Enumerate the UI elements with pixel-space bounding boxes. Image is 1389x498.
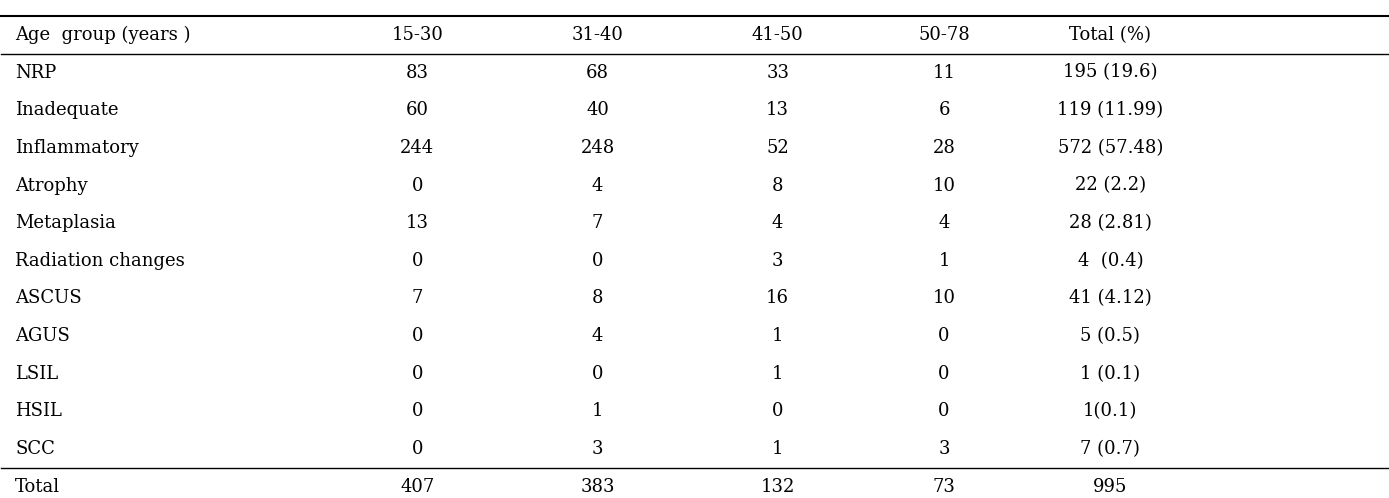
Text: 3: 3 bbox=[592, 440, 603, 458]
Text: 33: 33 bbox=[767, 64, 789, 82]
Text: Atrophy: Atrophy bbox=[15, 176, 88, 195]
Text: 0: 0 bbox=[411, 402, 424, 420]
Text: 132: 132 bbox=[761, 478, 795, 496]
Text: Radiation changes: Radiation changes bbox=[15, 252, 185, 270]
Text: 4: 4 bbox=[592, 327, 603, 345]
Text: 3: 3 bbox=[939, 440, 950, 458]
Text: 7: 7 bbox=[592, 214, 603, 232]
Text: 195 (19.6): 195 (19.6) bbox=[1063, 64, 1157, 82]
Text: 7 (0.7): 7 (0.7) bbox=[1081, 440, 1140, 458]
Text: 10: 10 bbox=[932, 176, 956, 195]
Text: 0: 0 bbox=[592, 252, 603, 270]
Text: 0: 0 bbox=[592, 365, 603, 383]
Text: Age  group (years ): Age group (years ) bbox=[15, 26, 190, 44]
Text: 41-50: 41-50 bbox=[751, 26, 804, 44]
Text: 73: 73 bbox=[932, 478, 956, 496]
Text: 0: 0 bbox=[939, 402, 950, 420]
Text: 1 (0.1): 1 (0.1) bbox=[1081, 365, 1140, 383]
Text: 5 (0.5): 5 (0.5) bbox=[1081, 327, 1140, 345]
Text: 4  (0.4): 4 (0.4) bbox=[1078, 252, 1143, 270]
Text: 15-30: 15-30 bbox=[392, 26, 443, 44]
Text: 572 (57.48): 572 (57.48) bbox=[1057, 139, 1163, 157]
Text: 31-40: 31-40 bbox=[571, 26, 624, 44]
Text: SCC: SCC bbox=[15, 440, 56, 458]
Text: 4: 4 bbox=[772, 214, 783, 232]
Text: 0: 0 bbox=[939, 327, 950, 345]
Text: 52: 52 bbox=[767, 139, 789, 157]
Text: 10: 10 bbox=[932, 289, 956, 307]
Text: 41 (4.12): 41 (4.12) bbox=[1070, 289, 1151, 307]
Text: Total: Total bbox=[15, 478, 60, 496]
Text: 28: 28 bbox=[932, 139, 956, 157]
Text: 68: 68 bbox=[586, 64, 608, 82]
Text: 383: 383 bbox=[581, 478, 615, 496]
Text: 407: 407 bbox=[400, 478, 435, 496]
Text: 22 (2.2): 22 (2.2) bbox=[1075, 176, 1146, 195]
Text: 248: 248 bbox=[581, 139, 614, 157]
Text: 0: 0 bbox=[939, 365, 950, 383]
Text: 0: 0 bbox=[772, 402, 783, 420]
Text: 244: 244 bbox=[400, 139, 435, 157]
Text: 13: 13 bbox=[767, 101, 789, 119]
Text: 0: 0 bbox=[411, 365, 424, 383]
Text: 4: 4 bbox=[939, 214, 950, 232]
Text: 1: 1 bbox=[772, 327, 783, 345]
Text: 40: 40 bbox=[586, 101, 608, 119]
Text: 4: 4 bbox=[592, 176, 603, 195]
Text: 1(0.1): 1(0.1) bbox=[1083, 402, 1138, 420]
Text: 60: 60 bbox=[406, 101, 429, 119]
Text: 3: 3 bbox=[772, 252, 783, 270]
Text: 1: 1 bbox=[772, 440, 783, 458]
Text: 0: 0 bbox=[411, 440, 424, 458]
Text: AGUS: AGUS bbox=[15, 327, 69, 345]
Text: 6: 6 bbox=[939, 101, 950, 119]
Text: LSIL: LSIL bbox=[15, 365, 58, 383]
Text: 995: 995 bbox=[1093, 478, 1128, 496]
Text: 8: 8 bbox=[592, 289, 603, 307]
Text: 1: 1 bbox=[939, 252, 950, 270]
Text: 0: 0 bbox=[411, 252, 424, 270]
Text: 28 (2.81): 28 (2.81) bbox=[1070, 214, 1151, 232]
Text: ASCUS: ASCUS bbox=[15, 289, 82, 307]
Text: 50-78: 50-78 bbox=[918, 26, 970, 44]
Text: 11: 11 bbox=[932, 64, 956, 82]
Text: 83: 83 bbox=[406, 64, 429, 82]
Text: 0: 0 bbox=[411, 327, 424, 345]
Text: HSIL: HSIL bbox=[15, 402, 63, 420]
Text: 8: 8 bbox=[772, 176, 783, 195]
Text: 1: 1 bbox=[592, 402, 603, 420]
Text: 0: 0 bbox=[411, 176, 424, 195]
Text: 16: 16 bbox=[767, 289, 789, 307]
Text: 1: 1 bbox=[772, 365, 783, 383]
Text: 7: 7 bbox=[411, 289, 422, 307]
Text: Total (%): Total (%) bbox=[1070, 26, 1151, 44]
Text: 13: 13 bbox=[406, 214, 429, 232]
Text: 119 (11.99): 119 (11.99) bbox=[1057, 101, 1164, 119]
Text: Metaplasia: Metaplasia bbox=[15, 214, 117, 232]
Text: Inflammatory: Inflammatory bbox=[15, 139, 139, 157]
Text: Inadequate: Inadequate bbox=[15, 101, 118, 119]
Text: NRP: NRP bbox=[15, 64, 57, 82]
